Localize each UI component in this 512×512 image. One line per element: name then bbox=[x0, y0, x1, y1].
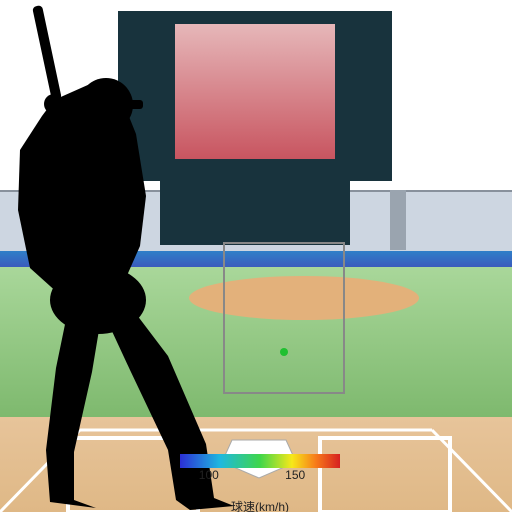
colorbar-tick: 150 bbox=[285, 468, 305, 482]
colorbar-label: 球速(km/h) bbox=[180, 498, 340, 512]
colorbar-tick: 100 bbox=[199, 468, 219, 482]
speed-colorbar: 100 150 球速(km/h) bbox=[180, 454, 340, 512]
batter-silhouette bbox=[0, 0, 512, 512]
colorbar-gradient bbox=[180, 454, 340, 468]
colorbar-ticks: 100 150 bbox=[180, 468, 340, 484]
